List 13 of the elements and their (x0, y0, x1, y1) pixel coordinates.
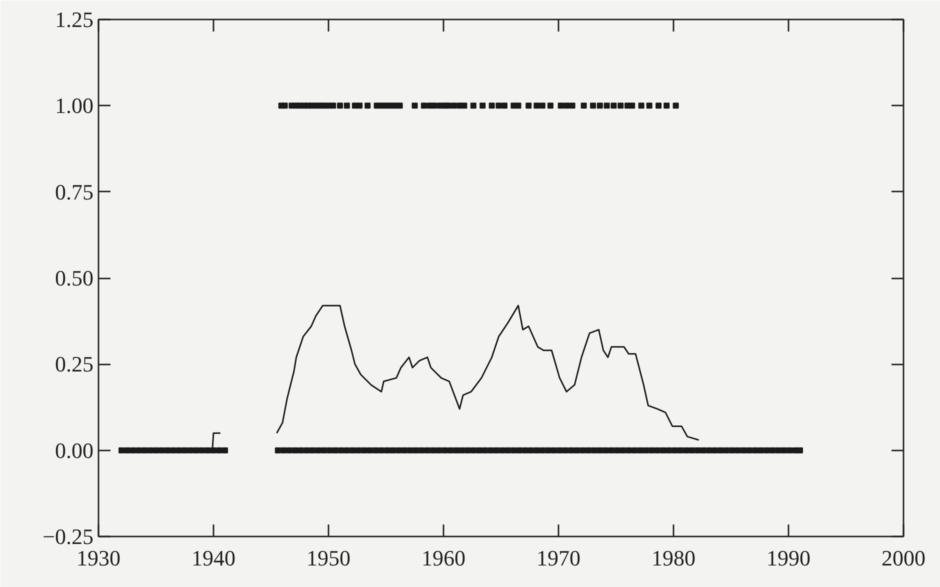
y-tick-label: 0.25 (55, 352, 94, 377)
x-tick-label: 1990 (766, 546, 810, 570)
y-tick-label: 0.00 (55, 438, 94, 463)
y-tick-label: 1.25 (55, 7, 94, 32)
x-tick-label: 2000 (882, 546, 926, 570)
x-tick-label: 1960 (422, 546, 466, 570)
x-tick-label: 1980 (652, 546, 696, 570)
y-tick-label: 0.50 (55, 266, 94, 290)
x-tick-label: 1940 (192, 546, 236, 570)
y-tick-label: 0.75 (55, 179, 94, 204)
y-tick-label: 1.00 (55, 93, 94, 118)
x-tick-label: 1970 (536, 546, 580, 570)
x-tick-label: 1950 (306, 546, 350, 570)
